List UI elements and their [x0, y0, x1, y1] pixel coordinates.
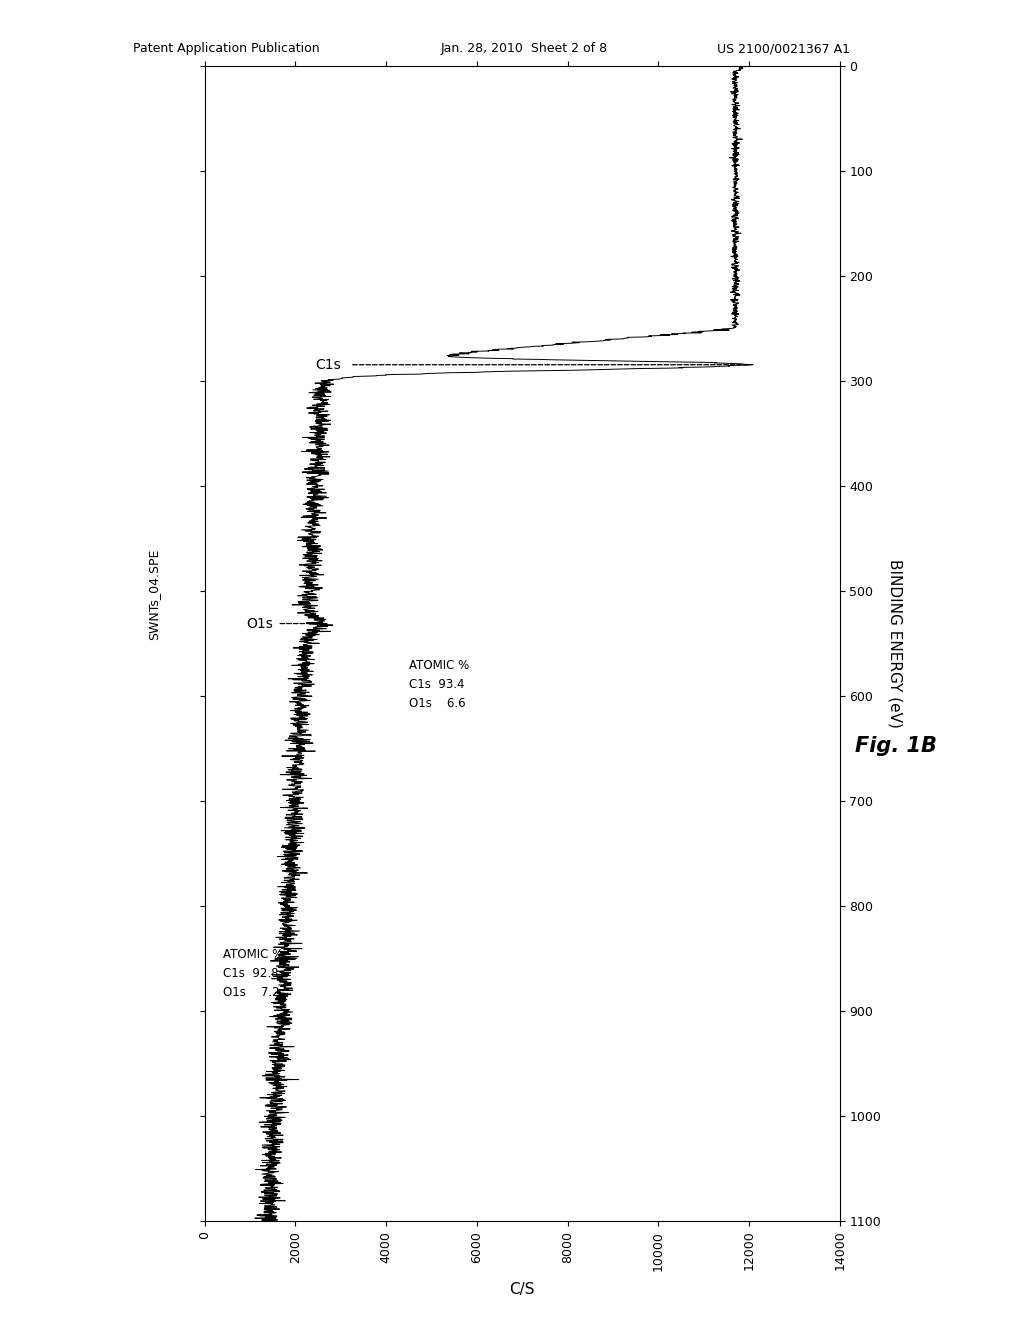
Text: O1s: O1s — [246, 616, 272, 631]
Text: Patent Application Publication: Patent Application Publication — [133, 42, 319, 55]
Text: Fig. 1B: Fig. 1B — [855, 735, 937, 756]
Text: US 2100/0021367 A1: US 2100/0021367 A1 — [717, 42, 850, 55]
Text: Jan. 28, 2010  Sheet 2 of 8: Jan. 28, 2010 Sheet 2 of 8 — [440, 42, 607, 55]
Text: C1s: C1s — [315, 358, 341, 372]
Text: SWNTs_04.SPE: SWNTs_04.SPE — [147, 548, 160, 640]
X-axis label: C/S: C/S — [510, 1282, 535, 1296]
Text: ATOMIC %
C1s  93.4
O1s    6.6: ATOMIC % C1s 93.4 O1s 6.6 — [409, 659, 469, 710]
Text: ATOMIC %
C1s  92.8
O1s    7.2: ATOMIC % C1s 92.8 O1s 7.2 — [223, 948, 284, 999]
Y-axis label: BINDING ENERGY (eV): BINDING ENERGY (eV) — [887, 560, 902, 727]
